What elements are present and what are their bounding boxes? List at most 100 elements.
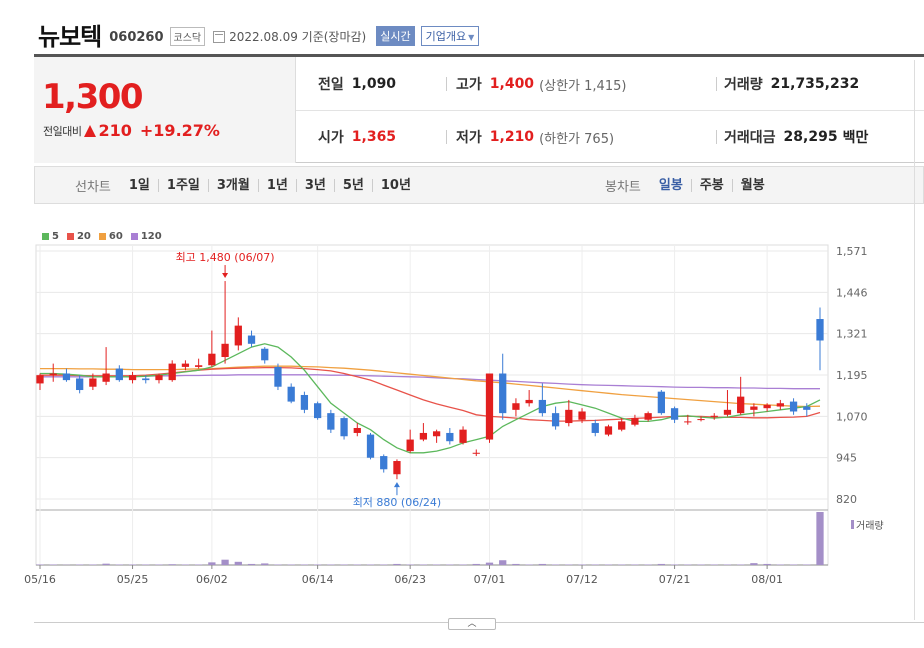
volume-bar <box>340 564 348 565</box>
amount-label: 거래대금 <box>724 130 776 146</box>
volume-bar <box>538 563 547 565</box>
legend-swatch <box>130 233 138 240</box>
period-1y[interactable]: 1년 <box>257 178 296 192</box>
x-tick-label: 05/16 <box>24 573 56 586</box>
volume-bar <box>181 564 190 565</box>
company-overview-button[interactable]: 기업개요 ▼ <box>420 26 480 46</box>
period-1w[interactable]: 1주일 <box>157 178 208 192</box>
volume-bar <box>670 564 679 565</box>
candle-body <box>578 411 586 420</box>
x-tick-label: 06/14 <box>302 573 334 586</box>
candle-body <box>512 403 520 410</box>
collapse-button[interactable]: ︿ <box>448 618 496 630</box>
volume: 거래량 21,735,232 <box>724 74 859 94</box>
volume-bar <box>76 564 84 565</box>
candle-body <box>287 386 295 402</box>
cell-divider <box>446 77 447 91</box>
candle-body <box>168 363 176 381</box>
volume-legend-swatch <box>851 520 854 529</box>
cell-divider <box>716 130 717 144</box>
volume-bar <box>446 564 454 565</box>
candle-body <box>803 406 811 410</box>
candle-monthly[interactable]: 월봉 <box>731 178 773 192</box>
volume-bar <box>578 564 586 565</box>
legend-ma60: 60 <box>98 231 123 242</box>
candle-body <box>195 365 203 367</box>
candle-body <box>670 408 679 420</box>
volume-bar <box>274 564 282 565</box>
y-tick-label: 945 <box>836 452 857 465</box>
plot-frame <box>35 244 829 566</box>
candle-weekly[interactable]: 주봉 <box>690 178 732 192</box>
volume-bar <box>36 564 44 565</box>
volume-bar <box>644 564 652 565</box>
volume-bar <box>393 563 401 565</box>
x-tick-label: 08/01 <box>751 573 783 586</box>
candle-body <box>446 432 454 442</box>
candle-body <box>684 421 692 423</box>
candle-chart-label: 봉차트 <box>605 179 641 195</box>
candle-body <box>313 403 322 419</box>
candle-body <box>208 353 216 366</box>
candle-body <box>327 413 335 430</box>
candle-body <box>353 428 361 433</box>
candle-body <box>142 378 150 381</box>
candle-body <box>472 452 480 454</box>
period-5y[interactable]: 5년 <box>333 178 372 192</box>
price-box: 1,300 전일대비 210 +19.27% <box>34 57 296 163</box>
x-tick-label: 07/12 <box>566 573 598 586</box>
candle-body <box>406 439 414 452</box>
candle-body <box>234 325 242 346</box>
candle-body <box>62 373 71 381</box>
chart-toolbar: 선차트 1일 1주일 3개월 1년 3년 5년 10년 봉차트 일봉 주봉 월봉 <box>34 166 924 204</box>
candle-body <box>155 375 163 381</box>
candle-body <box>657 391 665 414</box>
candle-body <box>591 423 599 433</box>
period-10y[interactable]: 10년 <box>371 178 419 192</box>
line-chart-label: 선차트 <box>75 179 111 195</box>
y-tick-label: 1,446 <box>836 286 868 299</box>
period-1d[interactable]: 1일 <box>128 177 150 193</box>
volume-bar <box>459 564 467 565</box>
y-tick-label: 1,070 <box>836 410 868 423</box>
y-tick-label: 1,571 <box>836 245 868 258</box>
volume-bar <box>261 563 269 565</box>
volume-bar <box>208 562 216 565</box>
volume-bar <box>380 564 388 565</box>
quote-grid: 전일 1,090 고가 1,400 (상한가 1,415) 거래량 21,735,232… <box>296 57 924 163</box>
candle-body <box>115 368 123 381</box>
candle-body <box>710 415 718 417</box>
change-value: 210 <box>98 121 132 140</box>
caret-down-icon: ▼ <box>468 33 475 42</box>
volume-bar <box>419 564 428 565</box>
period-3y[interactable]: 3년 <box>295 178 334 192</box>
candle-body <box>737 396 745 414</box>
candle-daily[interactable]: 일봉 <box>658 177 683 193</box>
legend-ma20: 20 <box>66 231 91 242</box>
volume-bar <box>816 512 824 565</box>
legend-ma5: 5 <box>42 231 59 242</box>
candle-body <box>102 373 110 382</box>
candle-body <box>485 373 494 440</box>
volume-bar <box>168 564 176 565</box>
candle-body <box>300 394 309 410</box>
realtime-button[interactable]: 실시간 <box>376 26 415 46</box>
chevron-up-icon: ︿ <box>467 619 477 629</box>
volume-bar <box>287 564 295 565</box>
high-value: 1,400 <box>489 76 535 92</box>
volume-bar <box>366 564 375 565</box>
x-tick-label: 07/01 <box>474 573 506 586</box>
legend-swatch <box>98 233 106 240</box>
calendar-icon <box>213 30 226 43</box>
period-3m[interactable]: 3개월 <box>207 178 258 192</box>
candle-body <box>697 419 705 421</box>
ma-legend: 5 20 60 120 <box>42 231 170 242</box>
change-percent: +19.27% <box>139 121 220 140</box>
stock-code: 060260 <box>109 29 164 45</box>
volume-bar <box>710 564 718 565</box>
candle-body <box>380 456 388 470</box>
day-low: 저가 1,210 (하한가 765) <box>456 127 614 147</box>
upper-limit-label: (상한가 <box>539 78 581 94</box>
low-arrowhead <box>393 482 400 488</box>
